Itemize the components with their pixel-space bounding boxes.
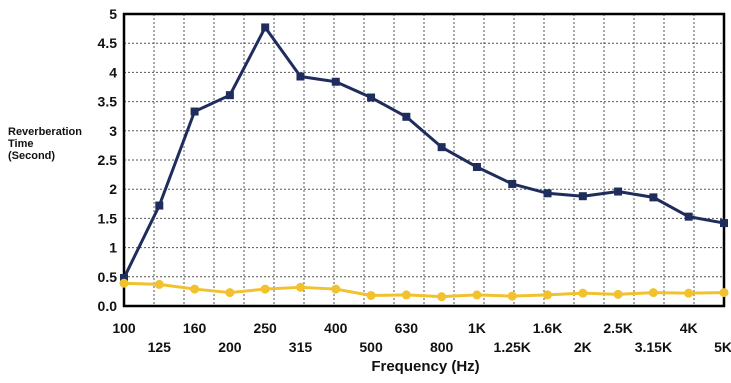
y-tick-labels: 5 4.5 4 3.5 3 2.5 2 1.5 1 0.5 0.0 [98,6,118,314]
series-1-point [367,93,376,102]
series-1-point [649,193,658,202]
y-tick-label: 3 [109,123,117,139]
series-1-point [225,91,234,100]
x-tick-label: 125 [148,339,172,355]
x-tick-label: 100 [112,320,136,336]
y-tick-label: 5 [109,6,117,22]
x-tick-label: 630 [395,320,419,336]
x-tick-label: 4K [680,320,698,336]
series-1-point [720,219,728,228]
x-tick-label: 1.25K [494,339,531,355]
series-layer [119,23,729,302]
series-2-point [507,291,517,301]
series-2-point [613,289,623,299]
x-tick-label: 1.6K [533,320,563,336]
x-tick-label: 5K [714,339,731,355]
x-tick-label: 400 [324,320,348,336]
x-tick-label: 3.15K [635,339,672,355]
y-tick-label: 0.0 [98,298,118,314]
y-tick-label: 2 [109,181,117,197]
series-2-point [154,279,164,289]
x-tick-labels: 100 125 160 200 250 315 400 500 630 800 1K 1.25K1.6… [112,320,731,355]
series-1-point [578,192,587,201]
x-tick-label: 500 [359,339,383,355]
series-1-point [508,179,517,188]
y-axis-label-line-2: Time [8,138,34,150]
series-2-point [719,288,729,298]
series-1-point [296,72,305,81]
y-tick-label: 1.5 [98,210,118,226]
series-2-point [190,284,200,294]
series-line-1 [122,25,725,279]
series-2-point [684,288,694,298]
x-tick-label: 2.5K [603,320,633,336]
series-1-point [684,212,693,221]
x-tick-label: 250 [253,320,277,336]
series-2-point [260,284,270,294]
y-tick-label: 2.5 [98,152,118,168]
series-1-point [472,163,481,172]
series-1-point [331,77,340,86]
series-line-2 [123,281,725,299]
x-tick-label: 2K [574,339,592,355]
series-2-point [543,290,553,300]
series-2-point [119,278,129,288]
x-tick-label: 1K [468,320,486,336]
series-1-point [437,143,446,152]
plot-frame [122,12,726,308]
series-2-point [437,292,447,302]
y-tick-label: 3.5 [98,94,118,110]
y-axis-label: Reverberation Time (Second) [8,126,98,162]
series-2-point [472,290,482,300]
y-axis-label-line-1: Reverberation [8,126,82,138]
x-tick-label: 160 [183,320,207,336]
grid-lines [124,14,724,306]
series-2-point [578,288,588,298]
series-2-point [366,290,376,300]
series-2-point [648,288,658,298]
series-1-point [614,187,623,196]
series-1-point [120,273,128,282]
series-1-point [261,23,270,32]
series-2-point [331,284,341,294]
series-2-point [295,282,305,292]
series-1-point [155,201,164,210]
series-1-point [190,107,199,116]
y-tick-label: 4.5 [98,35,118,51]
series-1-point [402,112,411,121]
series-2-point [225,288,235,298]
y-tick-label: 1 [109,240,117,256]
x-tick-label: 315 [289,339,313,355]
y-axis-label-line-3: (Second) [8,150,56,162]
y-tick-label: 0.5 [98,269,118,285]
y-tick-label: 4 [109,64,117,80]
x-tick-label: 800 [430,339,454,355]
x-axis-label: Frequency (Hz) [371,358,480,375]
x-tick-label: 200 [218,339,242,355]
series-2-point [401,290,411,300]
series-1-point [543,189,552,198]
